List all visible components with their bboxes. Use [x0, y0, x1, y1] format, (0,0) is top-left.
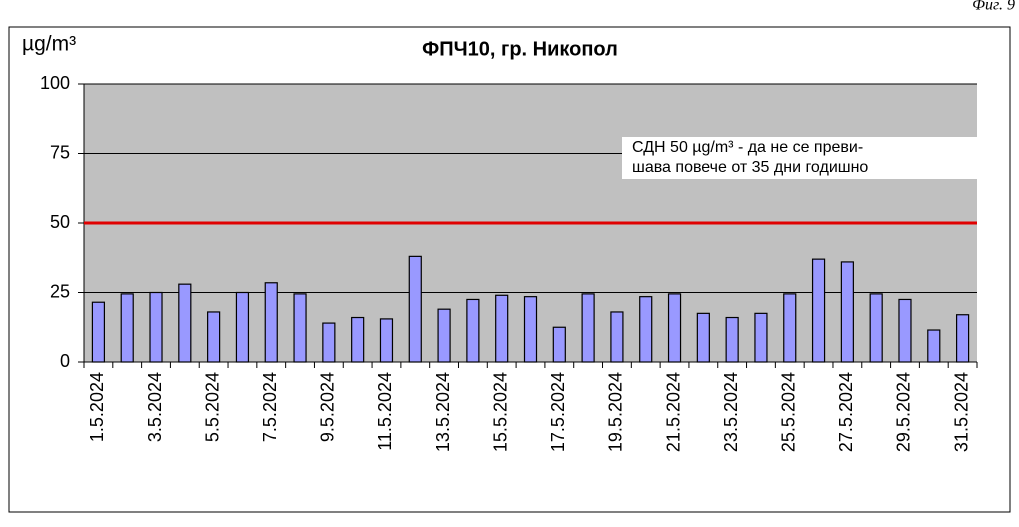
bar	[610, 311, 624, 363]
bar	[322, 322, 336, 363]
x-tick-label: 29.5.2024	[894, 372, 914, 452]
x-tick-label: 13.5.2024	[433, 372, 453, 452]
bar	[351, 316, 365, 363]
bar	[495, 294, 509, 363]
x-tick-label: 15.5.2024	[490, 372, 510, 452]
x-tick-label: 31.5.2024	[951, 372, 971, 452]
bar	[466, 298, 480, 363]
bar	[379, 318, 394, 363]
x-tick-label: 1.5.2024	[87, 372, 107, 442]
x-tick-label: 19.5.2024	[606, 372, 626, 452]
x-tick-label: 11.5.2024	[375, 372, 395, 451]
y-tick-label: 75	[50, 142, 70, 162]
x-tick-label: 27.5.2024	[836, 372, 856, 452]
x-tick-label: 7.5.2024	[260, 372, 280, 442]
bar	[581, 293, 595, 363]
bar	[207, 311, 221, 363]
bar	[235, 291, 250, 363]
bar	[696, 312, 710, 363]
bar	[898, 298, 912, 363]
bar	[523, 296, 538, 363]
bar	[120, 293, 134, 363]
y-tick-label: 0	[60, 351, 70, 371]
x-tick-label: 9.5.2024	[318, 372, 338, 442]
annotation-text: СДН 50 µg/m³ - да не се преви-	[632, 139, 863, 156]
bar	[408, 255, 422, 363]
y-tick-label: 50	[50, 212, 70, 232]
x-tick-label: 23.5.2024	[721, 372, 741, 452]
x-tick-label: 25.5.2024	[779, 372, 799, 452]
y-tick-label: 100	[40, 73, 70, 93]
x-tick-label: 21.5.2024	[663, 372, 683, 452]
bar	[840, 261, 854, 363]
x-tick-label: 5.5.2024	[202, 372, 222, 442]
y-tick-label: 25	[50, 281, 70, 301]
bar	[783, 293, 797, 363]
bar	[437, 308, 451, 363]
bar	[927, 329, 941, 363]
bar	[639, 296, 653, 363]
figure-label: Фиг. 9	[972, 0, 1015, 14]
bar	[725, 316, 739, 363]
bar	[754, 312, 768, 363]
bar	[811, 258, 826, 363]
bar	[955, 314, 970, 363]
y-axis-label: µg/m³	[22, 33, 76, 56]
bar	[293, 293, 307, 363]
x-tick-label: 3.5.2024	[145, 372, 165, 442]
bar	[149, 291, 163, 363]
bar	[264, 282, 278, 363]
bar	[91, 301, 106, 363]
annotation-text: шава повече от 35 дни годишно	[632, 159, 868, 176]
bar	[667, 293, 682, 363]
bar	[178, 283, 192, 363]
bar	[869, 293, 883, 363]
x-tick-label: 17.5.2024	[548, 372, 568, 452]
bar	[552, 326, 566, 363]
annotation-box	[622, 137, 977, 179]
chart-title: ФПЧ10, гр. Никопол	[422, 38, 618, 60]
